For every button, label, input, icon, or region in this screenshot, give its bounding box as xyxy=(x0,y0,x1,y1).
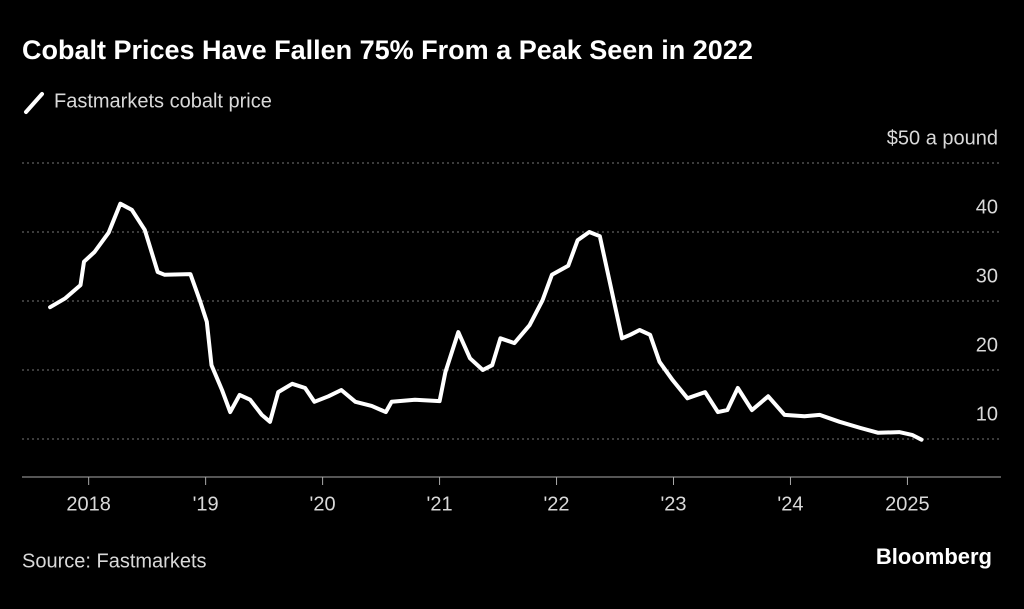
y-tick-label: 10 xyxy=(976,403,998,425)
chart-title: Cobalt Prices Have Fallen 75% From a Pea… xyxy=(22,35,753,65)
source: Source: Fastmarkets xyxy=(22,550,207,572)
y-tick-label: 20 xyxy=(976,334,998,356)
y-tick-label: $50 a pound xyxy=(887,127,998,149)
x-tick-label: '23 xyxy=(660,493,686,515)
brand: Bloomberg xyxy=(876,544,992,569)
price-line xyxy=(48,201,924,442)
x-tick-label: '20 xyxy=(310,493,336,515)
x-tick-label: '19 xyxy=(193,493,219,515)
x-tick-label: 2025 xyxy=(885,493,930,515)
y-tick-label: 40 xyxy=(976,196,998,218)
x-tick-label: '22 xyxy=(543,493,569,515)
x-tick-label: '21 xyxy=(427,493,453,515)
legend-label: Fastmarkets cobalt price xyxy=(54,90,272,112)
x-tick-label: '24 xyxy=(777,493,803,515)
x-tick-label: 2018 xyxy=(66,493,111,515)
y-tick-label: 30 xyxy=(976,265,998,287)
legend-swatch xyxy=(24,92,44,114)
